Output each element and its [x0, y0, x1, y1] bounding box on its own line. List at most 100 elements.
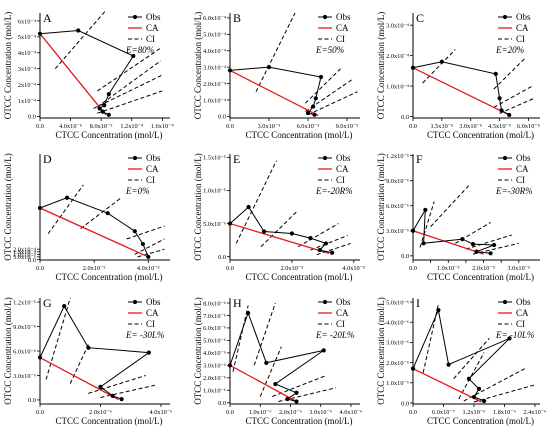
obs-point: [312, 112, 317, 117]
y-tick-label: 5x10⁻⁴: [18, 34, 37, 41]
ca-line: [39, 356, 119, 401]
obs-point: [62, 304, 67, 309]
y-tick-label: 1.0x10⁻⁶: [203, 388, 226, 395]
obs-line: [412, 308, 510, 402]
obs-point: [470, 242, 476, 247]
obs-point: [132, 229, 137, 234]
y-tick-label: 3.0x10⁻⁶: [386, 228, 409, 235]
y-tick-label: 0.0: [218, 114, 226, 121]
legend-ca-label: CA: [516, 164, 529, 174]
panel-a: 0.0 1x10⁻⁴ 2x10⁻⁴ 3x10⁻⁴ 4x10⁻⁴ 5x10⁻⁴ 6x10⁻⁴ 0…: [3, 11, 175, 140]
obs-point: [311, 104, 316, 109]
panel-b: 0.0 1.0x10⁻⁴ 2.0x10⁻⁴ 3.0x10⁻⁴ 4.0x10⁻⁴ 5.0x1…: [193, 11, 360, 140]
ci-line: [69, 344, 89, 384]
y-tick-label: 3x10⁻⁴: [18, 66, 37, 73]
ci-line: [430, 184, 470, 227]
legend-obs-marker: [502, 299, 508, 305]
legend-obs-label: Obs: [336, 297, 351, 307]
obs-point: [321, 348, 326, 353]
x-tick-label: 6.0x10⁻⁵: [297, 123, 320, 130]
y-tick-label: 9.0x10⁻⁶: [386, 178, 409, 185]
y-axis-label: OTCC Concentration (mol/L): [193, 12, 203, 119]
y-tick-label: 2.0x10⁻⁶: [203, 375, 226, 382]
legend-obs-marker: [322, 155, 328, 161]
obs-point: [37, 205, 43, 211]
ci-line: [80, 197, 122, 230]
y-tick-label: 2.0x10⁻⁶: [386, 360, 409, 367]
y-tick-label: 6x10⁻⁴: [18, 18, 37, 25]
ci-line: [137, 248, 165, 258]
legend-ci-label: CI: [516, 319, 525, 329]
y-tick-label: 1.0x10⁻⁴: [386, 83, 410, 90]
x-axis-label: CTCC Concentration (mol/L): [56, 416, 163, 426]
y-tick-label: 0.0: [28, 257, 36, 264]
x-axis-label: CTCC Concentration (mol/L): [56, 272, 163, 282]
obs-point: [273, 381, 278, 387]
ca-line: [229, 69, 319, 117]
obs-point: [446, 362, 451, 367]
ci-line: [47, 184, 84, 235]
x-tick-label: 6.0x10⁻⁷: [432, 409, 455, 416]
obs-point: [471, 394, 477, 400]
obs-line: [39, 29, 135, 116]
x-axis-label: CTCC Concentration (mol/L): [246, 272, 353, 282]
y-tick-label: 6.0x10⁻⁶: [13, 348, 36, 355]
x-tick-label: 4.5x10⁻⁵: [488, 123, 511, 130]
x-tick-label: 3.0x10⁻⁵: [459, 123, 482, 130]
obs-point: [64, 195, 70, 200]
obs-line: [229, 206, 333, 254]
legend-obs-label: Obs: [146, 153, 161, 163]
x-tick-label: 2.0x10⁻⁶: [89, 409, 112, 416]
obs-point: [493, 71, 498, 76]
obs-point: [98, 384, 103, 389]
x-tick-label: 4.0x10⁻⁵: [59, 123, 82, 130]
ca-line: [412, 67, 510, 116]
efficiency-label: E= -20L%: [315, 330, 354, 340]
obs-point: [313, 96, 318, 101]
y-tick-label: 3.0x10⁻⁴: [386, 22, 410, 29]
efficiency-label: E= -10L%: [495, 330, 534, 340]
y-tick-label: 6.0x10⁻⁶: [386, 203, 409, 210]
ci-line: [235, 160, 277, 244]
ci-line: [54, 11, 106, 70]
x-tick-label: 0.0: [226, 265, 234, 272]
ci-line: [255, 12, 296, 92]
ci-line: [307, 91, 358, 116]
obs-point: [106, 112, 111, 117]
y-tick-label: 9.0x10⁻⁶: [13, 324, 36, 331]
legend-ca-label: CA: [336, 308, 349, 318]
ci-line: [232, 305, 249, 372]
ci-line: [97, 60, 162, 108]
x-tick-label: 0.0: [36, 409, 44, 416]
ci-line: [297, 223, 339, 248]
obs-point: [488, 251, 493, 256]
obs-point: [410, 65, 416, 70]
legend-ca-label: CA: [336, 23, 349, 33]
y-tick-label: 7.0x10⁻⁶: [203, 313, 226, 320]
y-tick-label: 1.0x10⁻⁵: [13, 252, 36, 259]
y-tick-label: 2.0x10⁻⁴: [386, 53, 410, 60]
x-tick-label: 1.0x10⁻⁵: [437, 265, 460, 272]
ci-line: [305, 68, 341, 104]
y-axis-label: OTCC Concentration (mol/L): [3, 153, 13, 260]
panel-d: 0.05.0x10⁻⁶1.0x10⁻⁵1.5x10⁻⁴2.0x10⁻⁴ 0.0 2.…: [3, 152, 170, 282]
ci-line: [419, 201, 435, 248]
legend-ci-label: CI: [146, 175, 155, 185]
panel-f: 0.0 3.0x10⁻⁶ 6.0x10⁻⁶ 9.0x10⁻⁶ 1.2x10⁻⁵ 0.0 1.…: [376, 152, 540, 282]
obs-point: [294, 390, 299, 395]
y-tick-label: 1.5x10⁻⁵: [203, 155, 226, 162]
efficiency-label: E=-20R%: [315, 186, 353, 196]
x-tick-label: 3.0x10⁻⁵: [507, 265, 530, 272]
x-tick-label: 2.0x10⁻⁵: [280, 265, 303, 272]
ci-line: [463, 368, 525, 402]
legend-ci-label: CI: [516, 175, 525, 185]
y-axis-label: OTCC Concentration (mol/L): [193, 153, 203, 260]
obs-line: [412, 209, 495, 254]
y-tick-label: 5.0x10⁻⁶: [203, 221, 226, 228]
legend-ca-label: CA: [516, 23, 529, 33]
legend-ca-label: CA: [146, 164, 159, 174]
